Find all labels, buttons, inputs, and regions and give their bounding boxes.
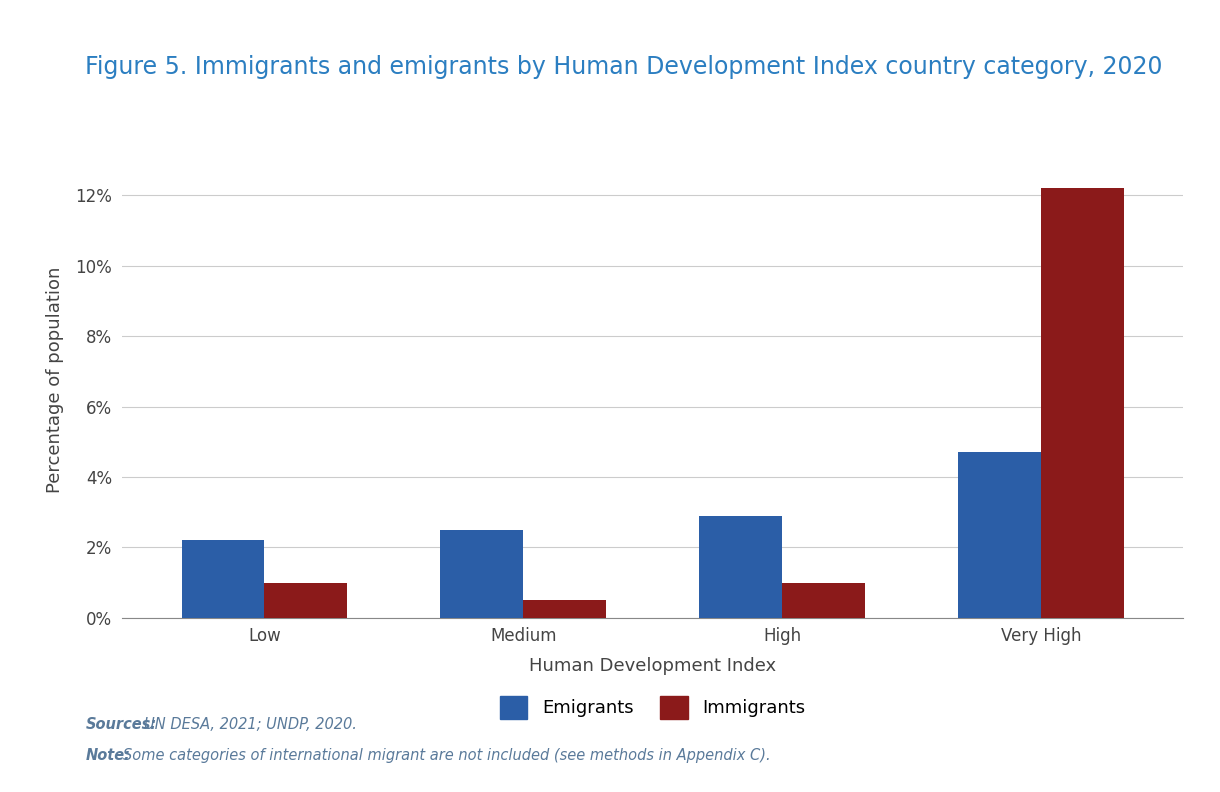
Bar (1041, 188, 1124, 618)
Text: Some categories of international migrant are not included (see methods in Append: Some categories of international migrant… (123, 748, 771, 763)
Bar (782, 583, 865, 618)
Bar (523, 600, 606, 618)
X-axis label: Human Development Index: Human Development Index (529, 657, 776, 675)
Text: Note:: Note: (85, 748, 131, 763)
Bar (265, 583, 348, 618)
Bar (958, 452, 1041, 618)
Bar (182, 540, 265, 618)
Y-axis label: Percentage of population: Percentage of population (46, 267, 65, 493)
Bar (440, 530, 523, 618)
Text: Sources:: Sources: (85, 717, 156, 732)
Text: Figure 5. Immigrants and emigrants by Human Development Index country category, : Figure 5. Immigrants and emigrants by Hu… (85, 55, 1163, 79)
Legend: Emigrants, Immigrants: Emigrants, Immigrants (492, 687, 814, 728)
Bar (699, 516, 782, 618)
Text: UN DESA, 2021; UNDP, 2020.: UN DESA, 2021; UNDP, 2020. (144, 717, 356, 732)
